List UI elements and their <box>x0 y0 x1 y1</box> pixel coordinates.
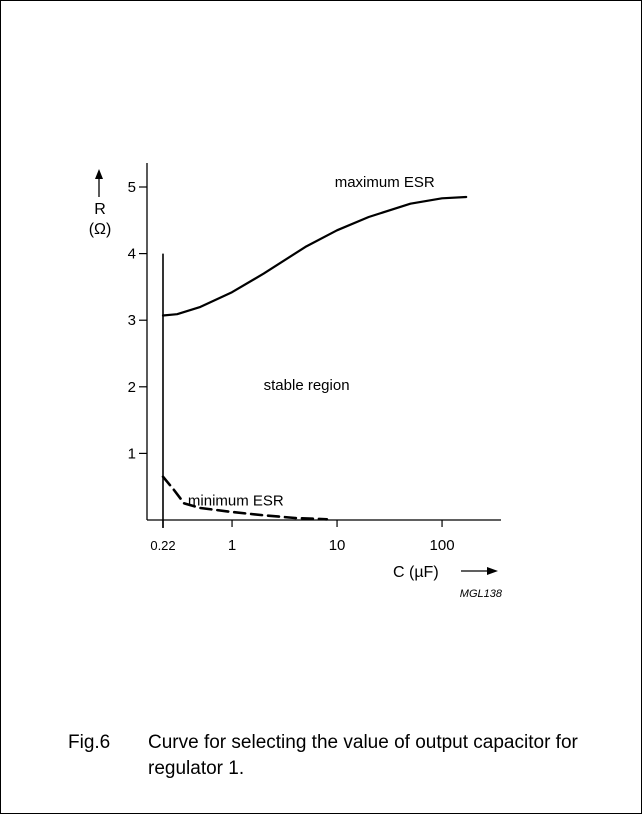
y-axis-symbol: R <box>94 201 106 218</box>
labels-layer: maximum ESR stable region minimum ESR R (Ω) C… <box>89 169 503 600</box>
x-axis-arrow-head <box>487 567 498 575</box>
maximum-esr-curve <box>161 195 468 317</box>
axes <box>146 163 501 528</box>
maximum-esr-label: maximum ESR <box>335 174 435 191</box>
y-axis-arrow-head <box>95 169 103 179</box>
y-tick-label: 1 <box>128 445 136 462</box>
y-tick-label: 3 <box>128 312 136 329</box>
caption-number: Fig.6 <box>68 732 111 753</box>
y-tick-label: 4 <box>128 246 136 263</box>
x-tick-label: 100 <box>430 537 455 554</box>
stable-region-label: stable region <box>264 377 350 394</box>
x-tick-label: 0.22 <box>150 538 175 553</box>
y-tick-label: 5 <box>128 179 136 196</box>
minimum-esr-label: minimum ESR <box>188 492 284 509</box>
y-tick-label: 2 <box>128 379 136 396</box>
x-tick-label: 1 <box>228 537 236 554</box>
x-axis-label: C (µF) <box>393 564 439 581</box>
series-layer <box>161 195 468 521</box>
y-axis-unit: (Ω) <box>89 221 112 238</box>
figure-code: MGL138 <box>460 588 503 600</box>
caption-text: Curve for selecting the value of output … <box>148 732 578 779</box>
ticks: 1 2 3 4 5 0.22 1 10 100 <box>128 179 455 554</box>
minimum-esr-curve <box>161 475 329 521</box>
x-tick-label: 10 <box>329 537 346 554</box>
